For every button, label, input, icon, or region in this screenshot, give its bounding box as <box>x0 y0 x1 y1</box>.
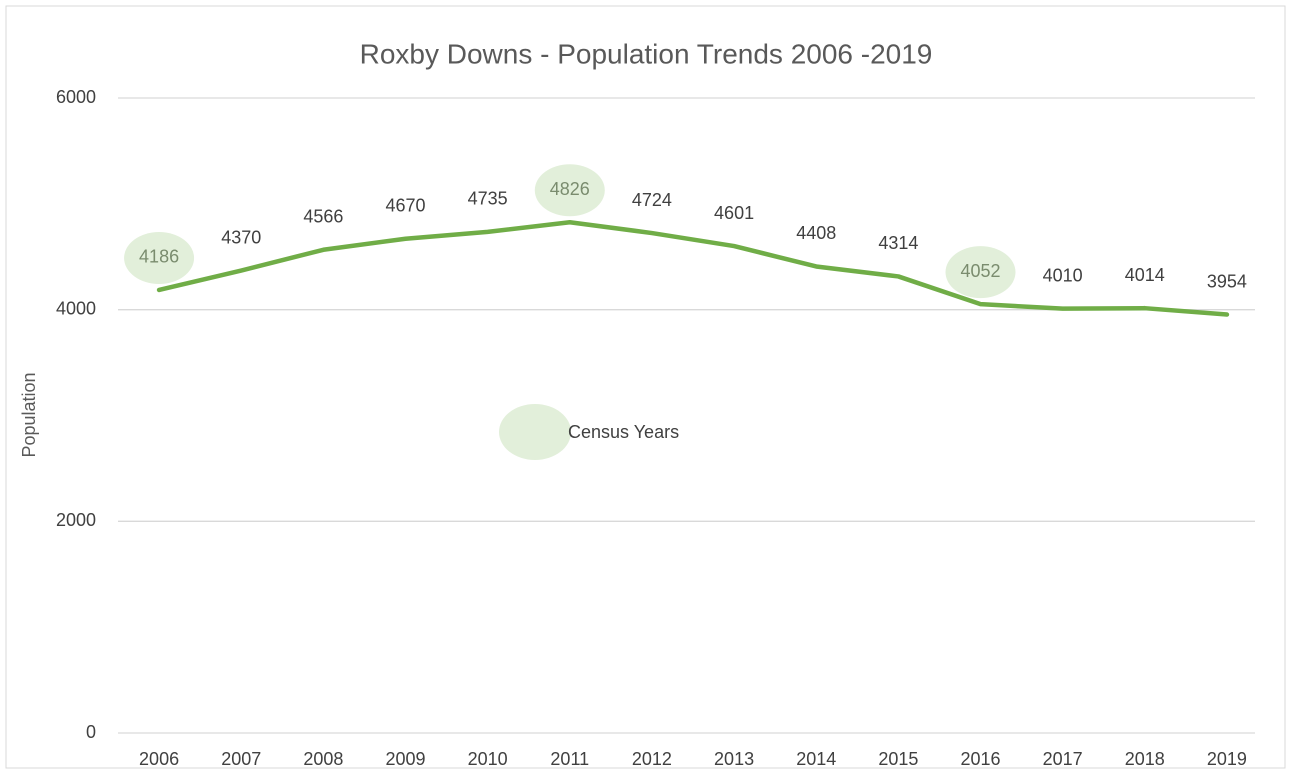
x-tick-label: 2017 <box>1043 749 1083 769</box>
data-label: 4052 <box>960 261 1000 281</box>
data-label: 4601 <box>714 203 754 223</box>
data-label: 4826 <box>550 179 590 199</box>
data-label: 4014 <box>1125 265 1165 285</box>
y-tick-label: 2000 <box>56 510 96 530</box>
census-highlight <box>945 246 1016 299</box>
y-axis-label: Population <box>19 372 39 457</box>
data-label: 4566 <box>303 207 343 227</box>
x-tick-label: 2013 <box>714 749 754 769</box>
data-label: 4724 <box>632 190 672 210</box>
data-label: 4408 <box>796 223 836 243</box>
x-tick-label: 2011 <box>550 749 589 769</box>
data-label: 4314 <box>878 233 918 253</box>
data-label: 4735 <box>468 189 508 209</box>
census-highlight <box>534 164 605 217</box>
x-tick-label: 2019 <box>1207 749 1247 769</box>
data-label: 3954 <box>1207 271 1247 291</box>
y-tick-label: 6000 <box>56 87 96 107</box>
legend-label: Census Years <box>568 422 679 442</box>
x-tick-label: 2015 <box>878 749 918 769</box>
x-tick-label: 2016 <box>960 749 1000 769</box>
data-label: 4670 <box>385 196 425 216</box>
x-tick-label: 2012 <box>632 749 672 769</box>
x-tick-label: 2007 <box>221 749 261 769</box>
y-tick-label: 4000 <box>56 298 96 318</box>
data-label: 4186 <box>139 247 179 267</box>
data-label: 4370 <box>221 227 261 247</box>
x-tick-label: 2018 <box>1125 749 1165 769</box>
x-tick-label: 2010 <box>468 749 508 769</box>
legend-swatch <box>499 404 571 460</box>
x-tick-label: 2014 <box>796 749 836 769</box>
chart-title: Roxby Downs - Population Trends 2006 -20… <box>360 38 933 69</box>
series-line <box>156 219 1230 317</box>
x-tick-label: 2008 <box>303 749 343 769</box>
census-highlight <box>124 231 195 284</box>
y-tick-label: 0 <box>86 722 96 742</box>
chart-border <box>5 5 1286 769</box>
x-tick-label: 2009 <box>385 749 425 769</box>
x-tick-label: 2006 <box>139 749 179 769</box>
data-label: 4010 <box>1043 265 1083 285</box>
